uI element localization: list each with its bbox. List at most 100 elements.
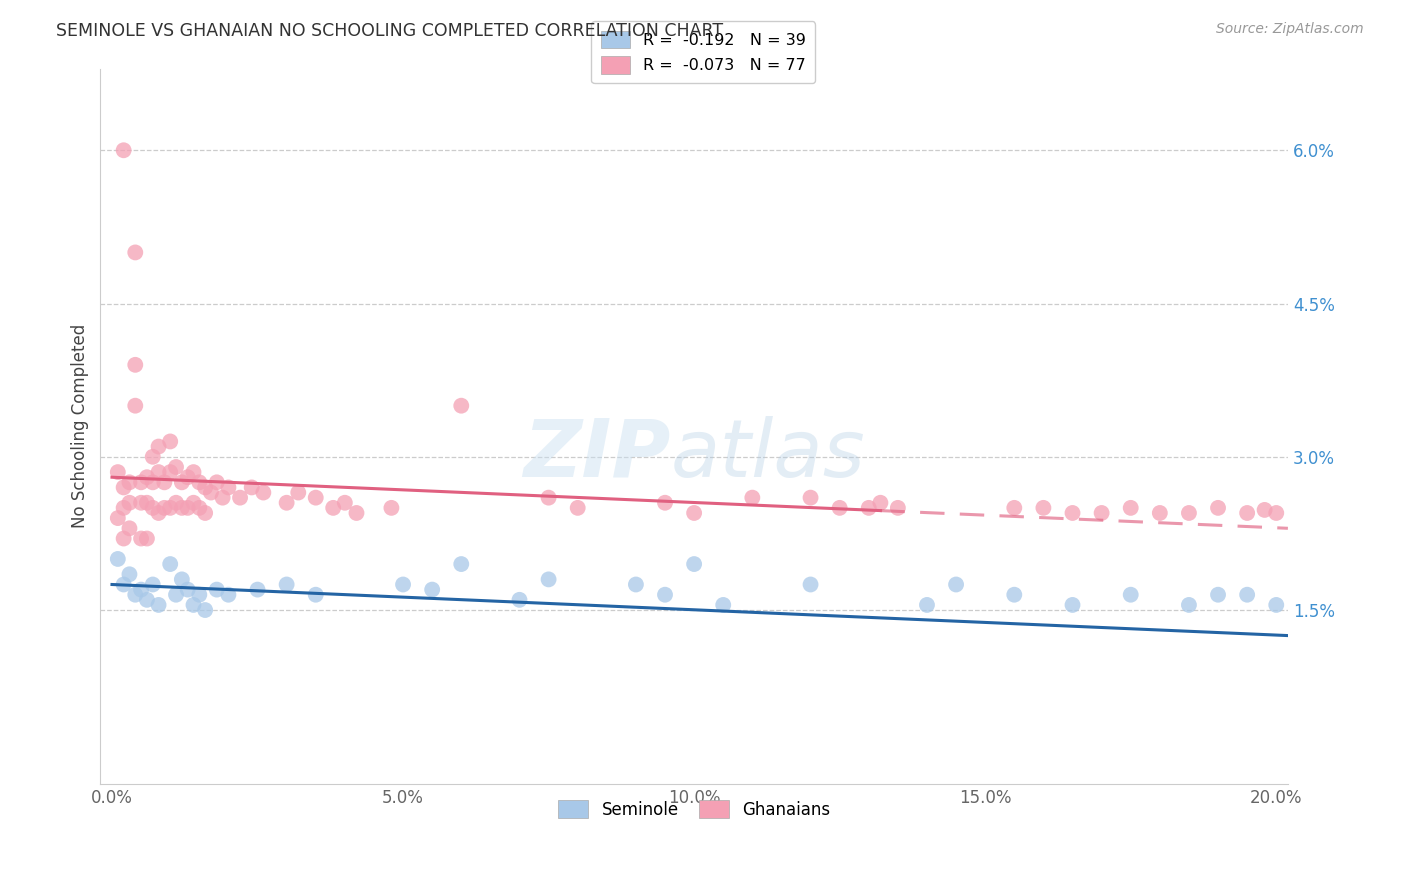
- Point: [148, 440, 170, 454]
- Point: [112, 480, 135, 494]
- Point: [129, 532, 152, 546]
- Point: [799, 491, 821, 505]
- Point: [1265, 506, 1288, 520]
- Point: [205, 582, 228, 597]
- Point: [333, 496, 356, 510]
- Point: [118, 521, 141, 535]
- Point: [153, 500, 176, 515]
- Point: [1253, 503, 1275, 517]
- Point: [205, 475, 228, 490]
- Point: [188, 500, 211, 515]
- Point: [170, 573, 193, 587]
- Point: [276, 577, 298, 591]
- Point: [112, 532, 135, 546]
- Point: [194, 603, 217, 617]
- Point: [1265, 598, 1288, 612]
- Point: [148, 465, 170, 479]
- Point: [142, 450, 165, 464]
- Point: [1032, 500, 1054, 515]
- Point: [142, 577, 165, 591]
- Point: [741, 491, 763, 505]
- Point: [654, 588, 676, 602]
- Point: [124, 358, 146, 372]
- Point: [392, 577, 415, 591]
- Point: [170, 475, 193, 490]
- Point: [107, 465, 129, 479]
- Point: [135, 496, 157, 510]
- Point: [129, 475, 152, 490]
- Point: [869, 496, 891, 510]
- Point: [165, 588, 187, 602]
- Point: [176, 500, 198, 515]
- Point: [799, 577, 821, 591]
- Point: [229, 491, 252, 505]
- Point: [945, 577, 967, 591]
- Point: [217, 480, 239, 494]
- Point: [129, 582, 152, 597]
- Point: [183, 496, 205, 510]
- Point: [183, 465, 205, 479]
- Point: [135, 532, 157, 546]
- Point: [159, 434, 181, 449]
- Point: [200, 485, 222, 500]
- Point: [915, 598, 938, 612]
- Point: [159, 465, 181, 479]
- Point: [124, 588, 146, 602]
- Point: [240, 480, 263, 494]
- Point: [188, 588, 211, 602]
- Point: [420, 582, 443, 597]
- Point: [887, 500, 910, 515]
- Point: [183, 598, 205, 612]
- Point: [194, 480, 217, 494]
- Point: [1002, 500, 1025, 515]
- Point: [246, 582, 269, 597]
- Point: [1119, 588, 1142, 602]
- Point: [654, 496, 676, 510]
- Point: [828, 500, 851, 515]
- Point: [1062, 598, 1084, 612]
- Text: atlas: atlas: [671, 416, 865, 494]
- Point: [711, 598, 734, 612]
- Point: [305, 588, 328, 602]
- Point: [159, 557, 181, 571]
- Point: [537, 573, 560, 587]
- Point: [217, 588, 239, 602]
- Point: [380, 500, 402, 515]
- Point: [153, 475, 176, 490]
- Text: Source: ZipAtlas.com: Source: ZipAtlas.com: [1216, 22, 1364, 37]
- Point: [276, 496, 298, 510]
- Point: [107, 552, 129, 566]
- Point: [118, 567, 141, 582]
- Point: [142, 475, 165, 490]
- Point: [1178, 506, 1201, 520]
- Point: [1119, 500, 1142, 515]
- Point: [135, 592, 157, 607]
- Point: [858, 500, 880, 515]
- Point: [1149, 506, 1171, 520]
- Y-axis label: No Schooling Completed: No Schooling Completed: [72, 324, 89, 528]
- Point: [305, 491, 328, 505]
- Point: [287, 485, 309, 500]
- Point: [107, 511, 129, 525]
- Point: [129, 496, 152, 510]
- Point: [176, 470, 198, 484]
- Point: [450, 557, 472, 571]
- Point: [683, 506, 706, 520]
- Point: [194, 506, 217, 520]
- Point: [346, 506, 368, 520]
- Point: [1236, 588, 1258, 602]
- Point: [176, 582, 198, 597]
- Point: [1206, 500, 1229, 515]
- Point: [118, 475, 141, 490]
- Point: [567, 500, 589, 515]
- Point: [112, 577, 135, 591]
- Point: [165, 496, 187, 510]
- Point: [148, 506, 170, 520]
- Point: [159, 500, 181, 515]
- Point: [124, 399, 146, 413]
- Point: [683, 557, 706, 571]
- Point: [112, 500, 135, 515]
- Point: [322, 500, 344, 515]
- Point: [1091, 506, 1114, 520]
- Point: [170, 500, 193, 515]
